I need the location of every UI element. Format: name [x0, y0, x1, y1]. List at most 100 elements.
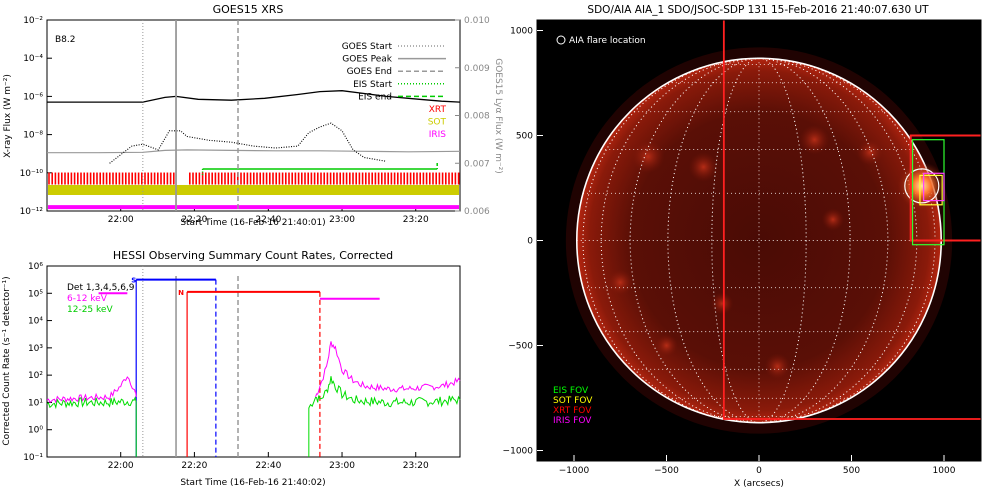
aia-y-axis: 1000 500 0 −500 −1000	[503, 27, 543, 457]
hessi-ytick-label: 10⁴	[28, 317, 43, 327]
hessi-legend-high: 12-25 keV	[67, 305, 113, 315]
goes-legend: GOES Start GOES Peak GOES End EIS Start EIS …	[342, 42, 447, 140]
active-region	[764, 353, 791, 380]
fov-legend-label: SOT FOV	[553, 396, 593, 406]
aia-panel: SDO/AIA AIA_1 SDO/JSOC-SDP 131 15-Feb-20…	[503, 4, 982, 489]
hessi-high-series	[46, 396, 137, 410]
goes-xtick-label: 23:20	[403, 215, 429, 225]
goes-legend-label: GOES Peak	[342, 55, 392, 65]
goes-class-label: B8.2	[55, 35, 76, 45]
goes-xtick-label: 23:00	[329, 215, 355, 225]
hessi-xtick-label: 23:20	[403, 461, 429, 471]
aia-ytick-label: −1000	[503, 447, 534, 457]
active-region	[857, 139, 883, 166]
aia-xtick-label: 1000	[933, 466, 956, 476]
aia-x-axis: −1000 −500 0 500 1000	[559, 455, 956, 476]
aia-xtick-label: −500	[654, 466, 679, 476]
hessi-xlabel: Start Time (16-Feb-16 21:40:02)	[180, 478, 325, 488]
goes-panel: GOES15 XRS 10⁻² 10⁻⁴ 10⁻⁶ 10⁻⁸ 10⁻¹⁰ 10⁻¹² 0.…	[3, 3, 503, 228]
night-flag: N	[178, 289, 184, 297]
goes-plot-area	[47, 20, 461, 211]
aia-ytick-label: 1000	[510, 27, 533, 37]
longitude-line	[629, 57, 889, 424]
aia-xtick-label: −1000	[559, 466, 590, 476]
hessi-title: HESSI Observing Summary Count Rates, Cor…	[113, 249, 393, 262]
goes-legend-label: EIS Start	[353, 80, 392, 90]
goes-legend-label: SOT	[428, 118, 447, 128]
goes-legend-label: EIS end	[358, 92, 392, 102]
lya-series	[47, 149, 461, 154]
goes-y2tick-label: 0.006	[464, 207, 490, 217]
active-region	[821, 208, 845, 231]
goes-title: GOES15 XRS	[213, 3, 284, 16]
hessi-high-series-2	[308, 376, 461, 409]
sot-band	[48, 184, 459, 195]
aia-xtick-label: 500	[843, 466, 860, 476]
hessi-plot-area: SN	[46, 266, 461, 457]
flare-legend-label: AIA flare location	[569, 36, 646, 46]
goes-ytick-label: 10⁻¹⁰	[20, 169, 44, 179]
hessi-xtick-label: 22:20	[181, 461, 207, 471]
goes-y2tick-label: 0.010	[464, 16, 490, 26]
hessi-ytick-label: 10¹	[28, 398, 43, 408]
sot-fov-box	[919, 174, 943, 206]
active-region	[688, 152, 719, 182]
hessi-low-series	[46, 376, 137, 404]
aia-ytick-label: −500	[508, 342, 533, 352]
active-region	[607, 269, 634, 296]
hessi-x-axis: 22:00 22:20 22:40 23:00 23:20	[108, 452, 429, 471]
goes-ytick-label: 10⁻⁶	[23, 92, 43, 102]
iris-fov-box	[923, 172, 945, 202]
hessi-axes-frame	[46, 265, 461, 458]
goes-ytick-label: 10⁻⁴	[23, 54, 43, 64]
xray-short-series	[109, 122, 387, 164]
hessi-panel: HESSI Observing Summary Count Rates, Cor…	[2, 249, 461, 488]
goes-xtick-label: 22:40	[255, 215, 281, 225]
hessi-low-series-2	[315, 341, 461, 398]
goes-y2label: GOES15 Lyα Flux (W m⁻²)	[493, 58, 503, 174]
goes-xtick-label: 22:00	[108, 215, 134, 225]
hessi-ytick-label: 10⁰	[28, 426, 43, 436]
goes-legend-label: GOES End	[347, 67, 392, 77]
goes-y2tick-label: 0.009	[464, 64, 490, 74]
solar-disk	[576, 58, 942, 423]
fov-legend-label: EIS FOV	[553, 386, 589, 396]
goes-y-axis: 10⁻² 10⁻⁴ 10⁻⁶ 10⁻⁸ 10⁻¹⁰ 10⁻¹²	[20, 16, 52, 217]
aia-xlabel: X (arcsecs)	[734, 479, 784, 489]
fov-legend-label: XRT FOV	[553, 406, 592, 416]
xrt-fov-box	[722, 20, 981, 420]
active-region	[655, 334, 678, 357]
hessi-legend-low: 6-12 keV	[67, 294, 108, 304]
goes-ylabel: X-ray Flux (W m⁻²)	[3, 74, 13, 158]
goes-y2tick-label: 0.007	[464, 159, 490, 169]
goes-ytick-label: 10⁻²	[23, 16, 43, 26]
goes-xlabel: Start Time (16-Feb-16 21:40:01)	[180, 218, 325, 228]
aia-xtick-label: 0	[756, 466, 762, 476]
hessi-legend-det: Det 1,3,4,5,6,9	[67, 283, 135, 293]
aia-ytick-label: 0	[527, 237, 533, 247]
hessi-y-axis: 10⁻¹ 10⁰ 10¹ 10² 10³ 10⁴ 10⁵ 10⁶	[23, 262, 52, 463]
hessi-ylabel: Corrected Count Rate (s⁻¹ detector⁻¹)	[2, 276, 12, 445]
goes-y2-axis: 0.010 0.009 0.008 0.007 0.006	[455, 16, 490, 217]
saa-flag: S	[131, 277, 136, 285]
xrt-band	[48, 172, 460, 185]
active-region	[710, 292, 734, 315]
goes-y2tick-label: 0.008	[464, 112, 490, 122]
hessi-ytick-label: 10⁶	[28, 262, 43, 272]
fov-legend-label: IRIS FOV	[553, 416, 592, 426]
hessi-ytick-label: 10²	[28, 371, 43, 381]
hessi-ytick-label: 10⁻¹	[23, 453, 43, 463]
active-region	[631, 139, 665, 174]
goes-ytick-label: 10⁻¹²	[20, 207, 44, 217]
active-region	[799, 124, 830, 155]
goes-ytick-label: 10⁻⁸	[23, 131, 43, 141]
aia-ytick-label: 500	[516, 132, 533, 142]
goes-legend-label: GOES Start	[342, 42, 393, 52]
flare-legend-icon	[556, 35, 566, 45]
xray-long-series	[47, 90, 461, 103]
hessi-ytick-label: 10⁵	[28, 289, 43, 299]
hessi-xtick-label: 22:40	[255, 461, 281, 471]
hessi-xtick-label: 22:00	[108, 461, 134, 471]
